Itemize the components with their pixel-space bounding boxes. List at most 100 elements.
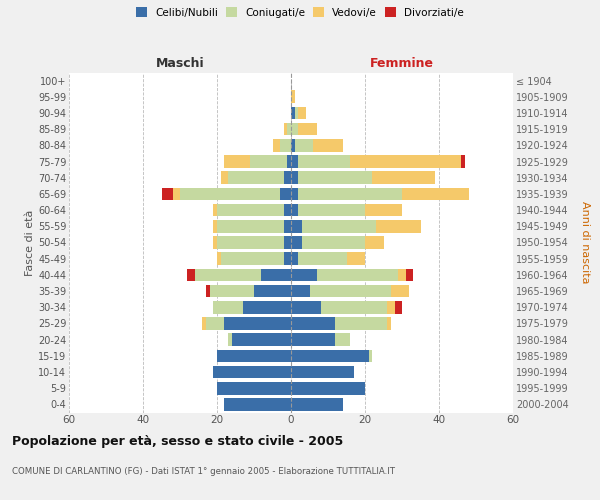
Bar: [217, 350, 291, 362]
Bar: [298, 204, 365, 216]
Bar: [291, 382, 365, 394]
Bar: [398, 268, 406, 281]
Bar: [214, 366, 291, 378]
Bar: [347, 252, 365, 265]
Bar: [224, 398, 291, 410]
Bar: [209, 285, 254, 298]
Bar: [195, 268, 262, 281]
Bar: [291, 139, 295, 151]
Bar: [217, 204, 284, 216]
Bar: [387, 301, 395, 314]
Bar: [214, 301, 243, 314]
Text: Maschi: Maschi: [155, 57, 205, 70]
Bar: [291, 268, 317, 281]
Bar: [221, 252, 284, 265]
Bar: [243, 301, 291, 314]
Bar: [302, 236, 365, 249]
Bar: [284, 204, 291, 216]
Bar: [298, 172, 373, 184]
Bar: [161, 188, 173, 200]
Bar: [284, 252, 291, 265]
Bar: [291, 106, 295, 120]
Bar: [335, 334, 350, 346]
Bar: [232, 334, 291, 346]
Y-axis label: Anni di nascita: Anni di nascita: [580, 201, 590, 283]
Bar: [291, 350, 368, 362]
Bar: [373, 172, 435, 184]
Bar: [395, 301, 402, 314]
Bar: [187, 268, 195, 281]
Bar: [391, 285, 409, 298]
Bar: [387, 317, 391, 330]
Bar: [368, 350, 373, 362]
Bar: [180, 188, 280, 200]
Bar: [350, 155, 461, 168]
Bar: [365, 204, 402, 216]
Bar: [313, 139, 343, 151]
Bar: [298, 188, 402, 200]
Bar: [302, 220, 376, 232]
Bar: [291, 252, 298, 265]
Bar: [298, 155, 350, 168]
Bar: [287, 123, 291, 136]
Bar: [214, 220, 217, 232]
Bar: [280, 139, 291, 151]
Bar: [335, 317, 387, 330]
Bar: [291, 285, 310, 298]
Bar: [228, 334, 232, 346]
Bar: [228, 172, 284, 184]
Bar: [298, 106, 306, 120]
Bar: [214, 204, 217, 216]
Legend: Celibi/Nubili, Coniugati/e, Vedovi/e, Divorziati/e: Celibi/Nubili, Coniugati/e, Vedovi/e, Di…: [134, 5, 466, 20]
Bar: [298, 252, 347, 265]
Bar: [365, 236, 383, 249]
Bar: [217, 236, 284, 249]
Bar: [224, 317, 291, 330]
Bar: [291, 123, 298, 136]
Bar: [291, 220, 302, 232]
Bar: [291, 398, 343, 410]
Bar: [298, 123, 317, 136]
Text: COMUNE DI CARLANTINO (FG) - Dati ISTAT 1° gennaio 2005 - Elaborazione TUTTITALIA: COMUNE DI CARLANTINO (FG) - Dati ISTAT 1…: [12, 468, 395, 476]
Bar: [221, 172, 228, 184]
Bar: [280, 188, 291, 200]
Bar: [406, 268, 413, 281]
Bar: [295, 106, 298, 120]
Bar: [272, 139, 280, 151]
Bar: [291, 204, 298, 216]
Bar: [173, 188, 180, 200]
Bar: [291, 155, 298, 168]
Bar: [310, 285, 391, 298]
Bar: [291, 172, 298, 184]
Bar: [317, 268, 398, 281]
Bar: [262, 268, 291, 281]
Bar: [202, 317, 206, 330]
Bar: [284, 236, 291, 249]
Bar: [291, 301, 320, 314]
Bar: [250, 155, 287, 168]
Bar: [291, 236, 302, 249]
Text: Popolazione per età, sesso e stato civile - 2005: Popolazione per età, sesso e stato civil…: [12, 435, 343, 448]
Bar: [214, 236, 217, 249]
Bar: [254, 285, 291, 298]
Bar: [217, 220, 284, 232]
Y-axis label: Fasce di età: Fasce di età: [25, 210, 35, 276]
Bar: [284, 172, 291, 184]
Bar: [291, 334, 335, 346]
Bar: [291, 90, 295, 103]
Bar: [284, 123, 287, 136]
Bar: [206, 285, 209, 298]
Bar: [291, 366, 354, 378]
Bar: [217, 252, 221, 265]
Bar: [217, 382, 291, 394]
Bar: [224, 155, 250, 168]
Bar: [291, 188, 298, 200]
Bar: [206, 317, 224, 330]
Bar: [461, 155, 465, 168]
Bar: [402, 188, 469, 200]
Text: Femmine: Femmine: [370, 57, 434, 70]
Bar: [291, 317, 335, 330]
Bar: [295, 139, 313, 151]
Bar: [320, 301, 387, 314]
Bar: [376, 220, 421, 232]
